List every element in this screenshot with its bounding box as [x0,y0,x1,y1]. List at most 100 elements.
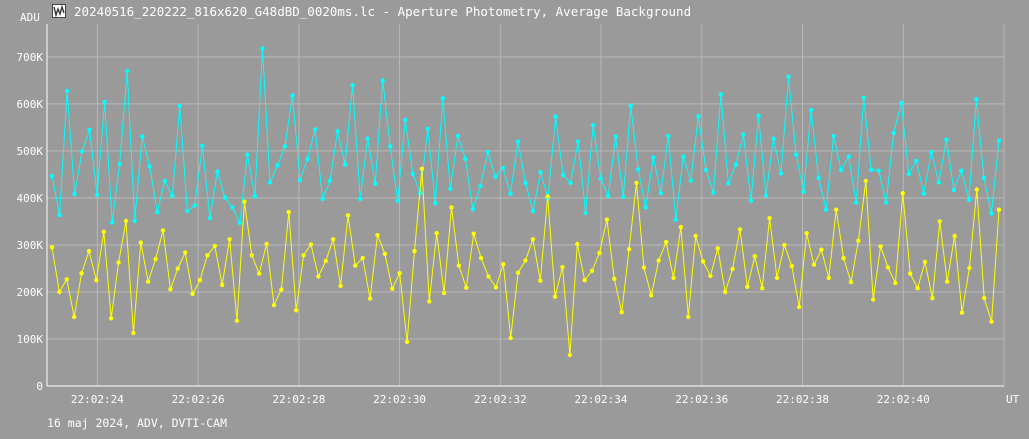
series-1-point [575,139,581,144]
series-2-point [560,264,565,270]
series-1-point [590,122,596,128]
series-2-point [575,241,580,247]
series-1-point [838,168,844,173]
series-1-point [470,207,476,212]
series-1-point [823,207,829,212]
series-2-point [967,265,972,271]
series-1-point [64,88,70,94]
series-2-point [86,248,92,254]
series-2-point [752,254,757,259]
series-1-point [305,156,310,162]
series-1-point [94,192,100,198]
series-2-point [183,250,188,255]
series-2-point [205,253,210,258]
series-2-point [390,286,395,291]
series-1-point [125,68,130,74]
series-2-point [619,310,624,315]
series-2-point [301,253,306,258]
series-2-point [989,319,994,324]
series-1-point [350,82,355,88]
series-1-point [606,193,611,199]
series-1-point [410,171,415,177]
series-1-point [681,154,686,159]
series-1-point [966,197,972,202]
series-1-point [500,165,506,171]
series-1-point [110,220,115,225]
series-1-point [252,194,258,199]
series-2-point [848,279,854,285]
x-tick-label: 22:02:38 [776,393,829,406]
lightcurve-app-icon [52,4,66,18]
series-2-point [160,228,166,233]
series-1-point [57,212,62,218]
series-1-point [944,137,949,142]
series-2-point [441,290,447,296]
series-1-point [553,114,558,119]
series-2-point [227,237,232,242]
series-2-point [146,279,151,284]
series-1-point [921,191,926,196]
series-2-point [234,318,240,323]
series-2-point [649,293,654,298]
series-1-point [771,136,776,141]
series-1-point [643,205,648,210]
series-1-point [996,138,1002,143]
series-1-point [485,149,491,155]
y-axis-label: ADU [20,11,40,24]
x-tick-label: 22:02:30 [373,393,426,406]
series-2-point [797,304,802,310]
series-1-point [170,193,175,199]
series-2-point [545,194,550,199]
series-1-point [433,200,438,206]
series-2-point [893,280,898,286]
series-1-point [666,133,671,139]
series-2-point [101,229,107,234]
series-2-point [79,271,84,276]
series-1-point [320,196,325,202]
series-1-point [673,217,678,222]
series-2-point [515,270,521,275]
series-2-point [626,247,632,252]
x-tick-label: 22:02:28 [272,393,325,406]
series-2-point [745,284,750,289]
series-1-point [380,78,385,83]
series-2-point [464,285,469,290]
series-1-point [388,144,393,149]
series-1-point [869,167,874,172]
series-2-point [693,233,698,239]
series-1-point [395,198,400,203]
series-2-point [582,278,587,283]
series-1-point [808,107,814,113]
series-2-point [937,219,942,224]
series-2-point [604,217,610,222]
series-2-point [382,251,388,257]
series-1-point [876,168,881,173]
series-2-point [419,166,425,171]
series-2-point [220,282,225,288]
series-1-point [989,211,994,216]
series-2-point [708,273,713,279]
series-1-point [861,95,866,101]
series-2-point [996,207,1002,212]
series-2-point [508,335,513,341]
series-2-point [715,246,720,251]
series-2-point [826,275,831,281]
series-2-point [834,207,839,212]
series-1-point [951,187,957,193]
series-1-point [688,178,693,183]
y-tick-label: 300K [17,239,44,252]
series-2-point [257,271,262,276]
series-1-point [373,181,378,186]
series-2-point [331,237,336,242]
series-2-point [900,191,905,196]
series-2-point [671,275,676,281]
series-1-point [140,134,145,139]
series-2-point [700,259,706,264]
series-2-point [567,352,573,358]
series-1-point [628,103,633,109]
series-2-point [530,237,536,242]
y-tick-label: 0 [36,380,43,393]
series-2-point [819,247,824,252]
series-1-point [831,133,836,139]
series-2-point [294,308,299,313]
